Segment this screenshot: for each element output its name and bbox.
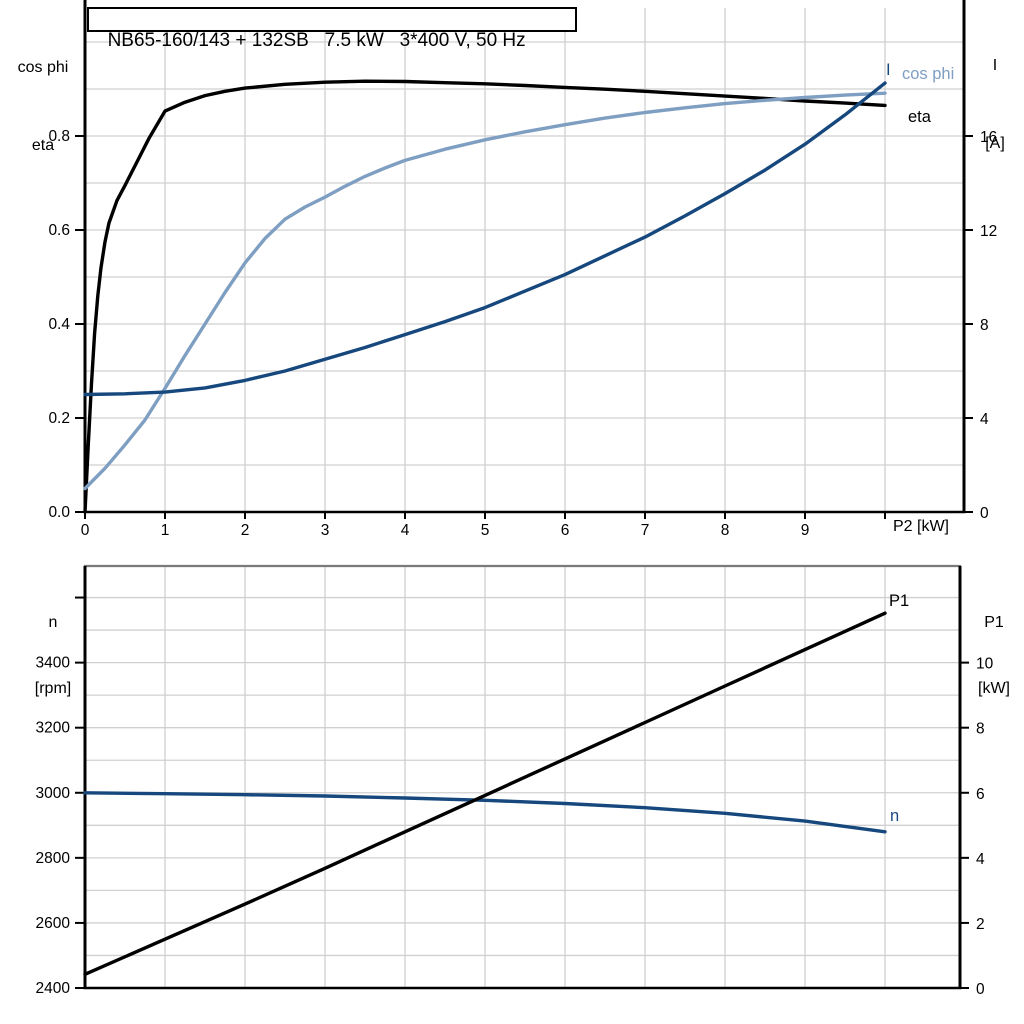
tick-label: 4 [976,851,985,868]
gridlines [85,8,964,512]
tick-label: 4 [980,411,989,428]
top-right-axis-title: I [A] [966,1,1024,183]
tick-label: 2 [241,522,250,539]
tick-label: 0.4 [48,316,70,333]
bottom-left-axis-title: n [rpm] [18,568,88,722]
series-cos-phi [83,91,887,491]
bottom-right-axis-title-line1: P1 [984,614,1004,631]
tick-label: 3200 [36,720,71,737]
tick-label: 2 [976,916,985,933]
chart-title: NB65-160/143 + 132SB 7.5 kW 3*400 V, 50 … [107,30,526,51]
tick-label: 8 [976,721,985,738]
tick-label: 2800 [36,850,71,867]
series-label-cos-phi: cos phi [902,65,954,83]
tick-label: 0 [81,522,90,539]
series-I [83,81,887,397]
tick-label: 6 [561,522,570,539]
bottom-right-axis-title: P1 [kW] [964,568,1024,722]
series-n [83,791,887,834]
right-axis-title-line1: I [992,57,998,74]
left-axis-title-line1: cos phi [17,59,69,76]
gridlines [85,566,960,988]
series-P1 [83,611,887,976]
top-left-axis-title: cos phi eta [4,3,82,185]
series-label-n: n [890,807,899,825]
chart-title-box: NB65-160/143 + 132SB 7.5 kW 3*400 V, 50 … [87,7,577,51]
tick-label: 0.8 [48,128,70,145]
ticks: 2400 2600 2800 3000 3200 3400 0 2 4 6 8 10 [36,596,994,998]
top-x-axis-title: P2 [kW] [892,518,949,535]
tick-label: 2600 [36,915,71,932]
series-label-I: I [886,61,891,79]
tick-label: 3400 [36,655,71,672]
tick-label: 0 [980,505,989,522]
series-label-P1: P1 [889,592,909,610]
tick-label: 0.6 [48,222,70,239]
tick-label: 12 [980,223,997,240]
series-eta [83,79,887,514]
tick-label: 0 [976,981,985,998]
tick-label: 3 [321,522,330,539]
tick-label: 1 [161,522,170,539]
bottom-left-axis-title-line2: [rpm] [34,680,72,697]
tick-label: 0.0 [48,504,70,521]
tick-label: 8 [980,317,989,334]
tick-label: 9 [801,522,810,539]
bottom-left-axis-title-line1: n [48,614,58,631]
tick-label: 4 [401,522,410,539]
series-label-eta: eta [908,108,932,126]
tick-label: 2400 [36,980,71,997]
tick-label: 3000 [36,785,71,802]
tick-label: 10 [976,656,994,673]
bottom-chart-speed-power: 2400 2600 2800 3000 3200 3400 0 2 4 6 8 10 n P1 [36,564,994,998]
tick-label: 0.2 [48,410,70,427]
bottom-right-axis-title-line2: [kW] [978,680,1010,697]
right-axis-title-line2: [A] [985,135,1005,152]
tick-label: 5 [481,522,490,539]
tick-label: 6 [976,786,985,803]
tick-label: 8 [721,522,730,539]
left-axis-title-line2: eta [31,137,55,154]
tick-label: 16 [980,129,997,146]
tick-label: 7 [641,522,650,539]
